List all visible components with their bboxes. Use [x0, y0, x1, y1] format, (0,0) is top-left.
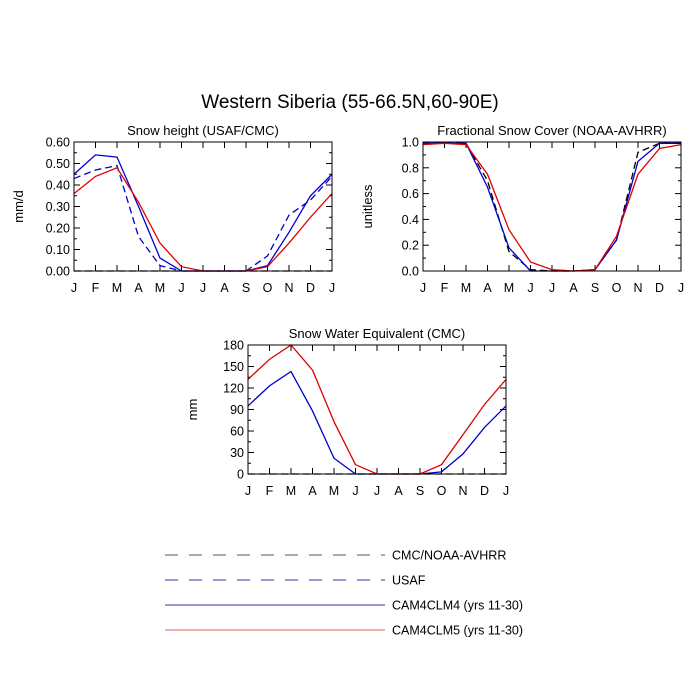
x-tick-label: J [178, 281, 184, 295]
x-tick-label: N [633, 281, 642, 295]
x-tick-label: F [92, 281, 100, 295]
x-tick-label: J [549, 281, 555, 295]
y-tick-label: 180 [223, 339, 244, 353]
x-tick-label: A [134, 281, 143, 295]
x-tick-label: O [263, 281, 273, 295]
x-tick-label: N [458, 484, 467, 498]
x-tick-label: N [284, 281, 293, 295]
x-tick-label: J [678, 281, 684, 295]
y-tick-label: 60 [230, 425, 244, 439]
series-line-cam4clm4 [423, 142, 681, 272]
y-tick-label: 1.0 [402, 136, 419, 150]
y-tick-label: 0.50 [46, 157, 70, 171]
x-tick-label: S [416, 484, 424, 498]
x-tick-label: M [286, 484, 296, 498]
x-tick-label: J [245, 484, 251, 498]
x-tick-label: J [352, 484, 358, 498]
chart-panels: Snow height (USAF/CMC)mm/d0.000.100.200.… [11, 123, 684, 498]
y-tick-label: 0.0 [402, 265, 419, 279]
plot-frame [422, 141, 682, 272]
y-axis-label: mm [185, 399, 200, 421]
x-tick-label: J [374, 484, 380, 498]
legend-entry: CMC/NOAA-AVHRR [392, 549, 506, 563]
x-tick-label: M [112, 281, 122, 295]
x-tick-label: J [71, 281, 77, 295]
series-line-cam4clm5 [247, 344, 507, 475]
x-tick-label: J [527, 281, 533, 295]
y-tick-label: 0 [237, 468, 244, 482]
x-tick-label: M [504, 281, 514, 295]
y-tick-label: 0.40 [46, 179, 70, 193]
legend: CMC/NOAA-AVHRR USAF CAM4CLM4 (yrs 11-30) CA… [165, 549, 523, 638]
x-tick-label: M [329, 484, 339, 498]
x-tick-label: A [220, 281, 229, 295]
series-line-cam4clm4 [73, 154, 333, 272]
chart-panel-1: Snow height (USAF/CMC) mm/d 0.00 0.10 0.20 0.… [11, 123, 335, 295]
panel-title: Snow Water Equivalent (CMC) [289, 326, 466, 341]
y-tick-label: 0.00 [46, 265, 70, 279]
x-tick-label: J [420, 281, 426, 295]
x-tick-label: M [461, 281, 471, 295]
x-tick-label: D [306, 281, 315, 295]
x-tick-label: J [200, 281, 206, 295]
y-tick-label: 150 [223, 360, 244, 374]
y-tick-label: 0.30 [46, 200, 70, 214]
chart-panel-2: Fractional Snow Cover (NOAA-AVHRR) unitle… [360, 123, 684, 295]
x-tick-label: A [308, 484, 317, 498]
y-tick-label: 120 [223, 382, 244, 396]
legend-entry: CAM4CLM5 (yrs 11-30) [392, 624, 523, 638]
panel-title: Fractional Snow Cover (NOAA-AVHRR) [437, 123, 666, 138]
x-tick-label: O [612, 281, 622, 295]
y-tick-label: 0.10 [46, 243, 70, 257]
y-tick-label: 0.6 [402, 187, 419, 201]
x-tick-label: S [242, 281, 250, 295]
y-tick-label: 0.2 [402, 239, 419, 253]
y-axis-label: mm/d [11, 190, 26, 223]
y-tick-label: 0.4 [402, 213, 419, 227]
y-tick-label: 0.20 [46, 222, 70, 236]
x-tick-label: A [569, 281, 578, 295]
series-line-cmc_noaa [423, 142, 681, 272]
x-tick-label: F [266, 484, 274, 498]
legend-entry: USAF [392, 574, 426, 588]
y-tick-label: 0.60 [46, 136, 70, 150]
y-tick-label: 0.8 [402, 161, 419, 175]
plot-frame [73, 141, 333, 272]
panel-title: Snow height (USAF/CMC) [127, 123, 279, 138]
y-tick-label: 90 [230, 403, 244, 417]
series-line-cam4clm4 [247, 370, 507, 475]
legend-entry: CAM4CLM4 (yrs 11-30) [392, 599, 523, 613]
x-tick-label: S [591, 281, 599, 295]
series-line-cam4clm5 [73, 166, 333, 272]
x-tick-label: J [329, 281, 335, 295]
x-tick-label: A [483, 281, 492, 295]
plot-frame [247, 344, 507, 475]
figure-title: Western Siberia (55-66.5N,60-90E) [201, 92, 498, 113]
x-tick-label: A [394, 484, 403, 498]
x-tick-label: J [503, 484, 509, 498]
x-tick-label: F [441, 281, 449, 295]
series-line-cam4clm5 [422, 142, 682, 272]
x-tick-label: D [480, 484, 489, 498]
x-tick-label: D [655, 281, 664, 295]
x-tick-label: O [437, 484, 447, 498]
series-line-usaf [73, 164, 333, 272]
x-tick-label: M [155, 281, 165, 295]
y-tick-label: 30 [230, 446, 244, 460]
chart-panel-3: Snow Water Equivalent (CMC) mm 0 30 60 90 120 1… [185, 326, 509, 498]
y-axis-label: unitless [360, 184, 375, 229]
